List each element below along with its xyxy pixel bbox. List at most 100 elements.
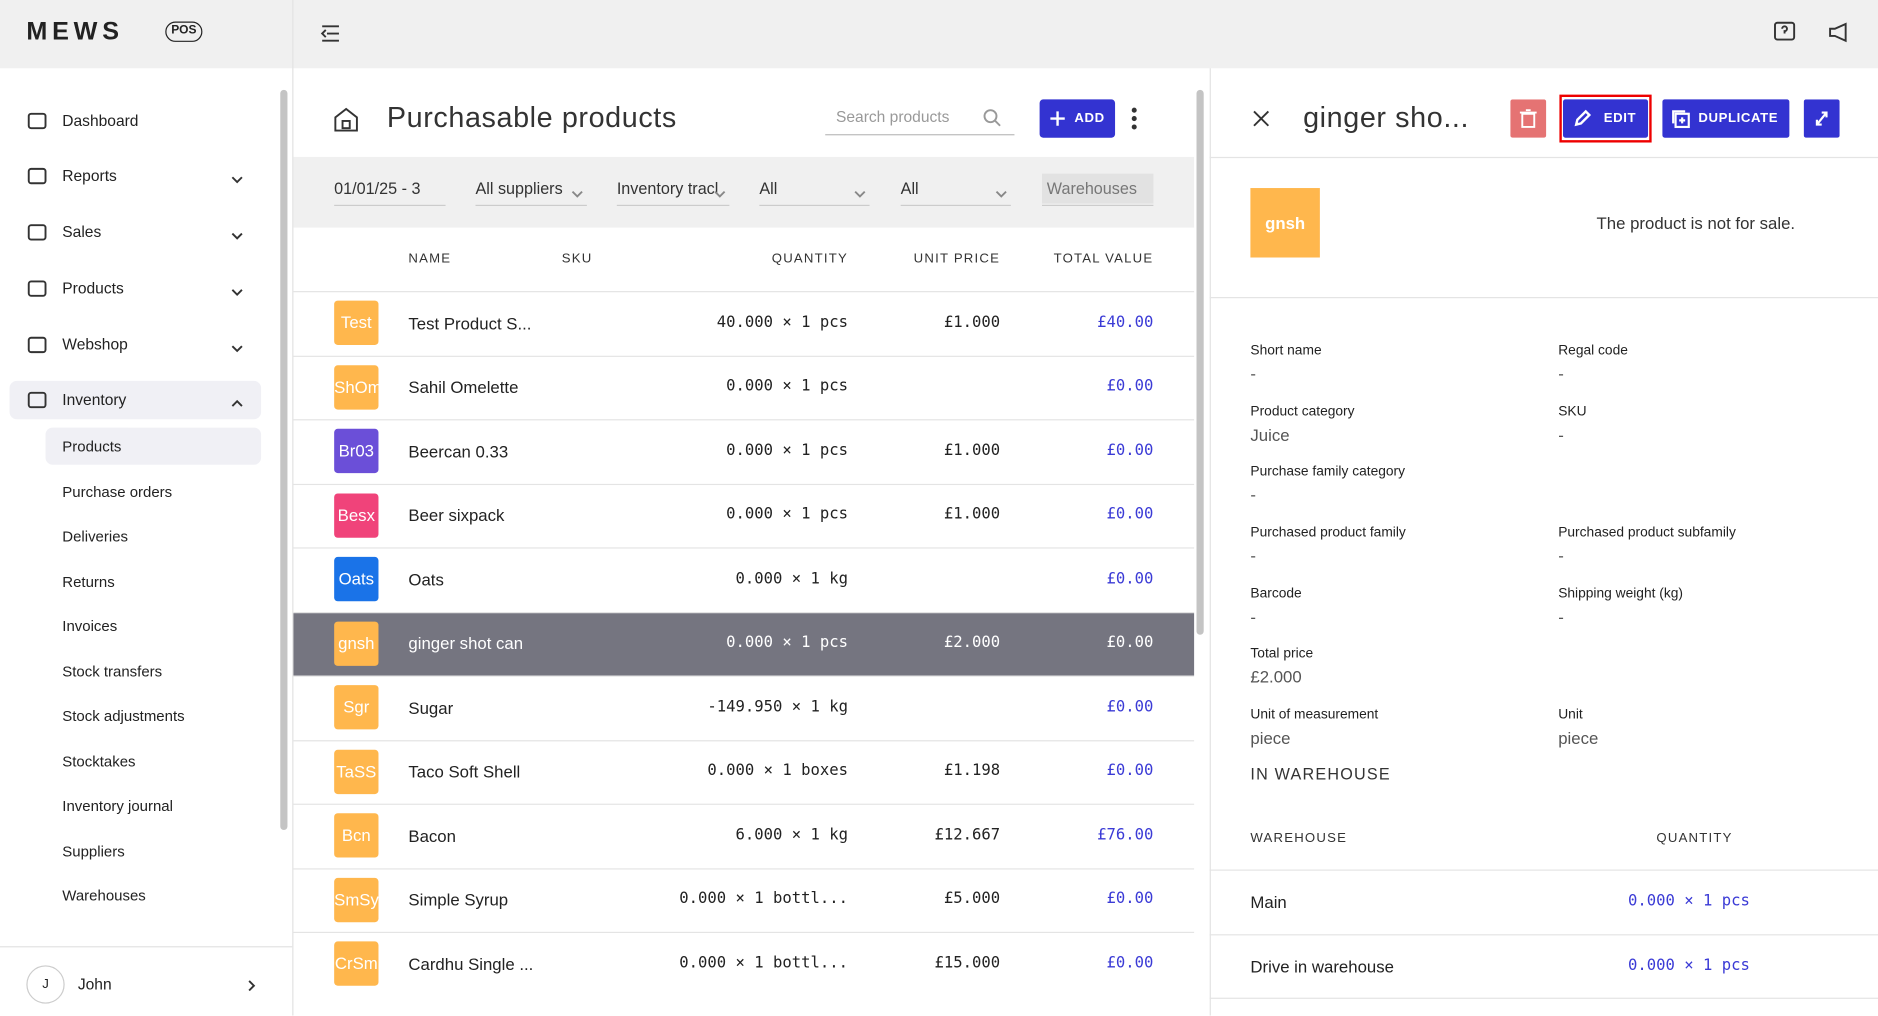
warehouse-col: QUANTITY [1656, 831, 1733, 846]
help-icon[interactable] [1773, 20, 1797, 44]
column-header: QUANTITY [771, 251, 848, 266]
filter[interactable]: Warehouses [1046, 179, 1137, 198]
product-unit-price: £1.000 [943, 441, 1001, 460]
product-quantity: 0.000 × 1 pcs [726, 441, 848, 460]
icon-svg [27, 391, 47, 409]
submenu-item[interactable]: Returns [62, 573, 115, 590]
nav-chevron [230, 283, 244, 296]
announce-icon[interactable] [1826, 20, 1852, 44]
duplicate-button[interactable]: DUPLICATE [1662, 99, 1790, 138]
icon-svg [248, 980, 256, 992]
filter-underline [616, 204, 730, 207]
detail-header-border [1209, 156, 1878, 159]
icon-svg [231, 345, 243, 353]
product-name: Beercan 0.33 [408, 441, 509, 461]
submenu-item[interactable]: Warehouses [62, 887, 146, 905]
product-name: Beer sixpack [408, 505, 505, 525]
submenu-item[interactable]: Inventory journal [62, 797, 173, 815]
product-quantity: 0.000 × 1 pcs [726, 377, 848, 396]
icon-svg [995, 190, 1007, 198]
field-label: Shipping weight (kg) [1558, 586, 1684, 602]
field-value: - [1558, 364, 1564, 384]
search-icon [982, 108, 1001, 127]
row-selected-bg [293, 612, 1195, 676]
nav-item-active-bg [9, 380, 262, 420]
product-quantity: 0.000 × 1 kg [735, 569, 848, 588]
product-total: £0.00 [1106, 633, 1154, 652]
expand-button[interactable] [1803, 99, 1840, 138]
product-name: Oats [408, 569, 444, 589]
product-name: Simple Syrup [408, 889, 509, 910]
field-label: Short name [1250, 343, 1322, 359]
field-value: - [1558, 546, 1564, 566]
edit-highlight [1559, 94, 1652, 143]
delete-button[interactable] [1510, 99, 1547, 138]
icon-svg [1253, 110, 1270, 127]
submenu-item[interactable]: Purchase orders [62, 483, 173, 501]
nav-item[interactable]: Inventory [62, 390, 127, 409]
product-total: £0.00 [1106, 505, 1154, 524]
field-value: - [1250, 546, 1256, 566]
submenu-item[interactable]: Stocktakes [62, 752, 136, 770]
menu-toggle[interactable] [320, 23, 342, 45]
product-name: Bacon [408, 825, 456, 845]
field-value: piece [1558, 728, 1599, 748]
filter[interactable]: All [759, 179, 778, 198]
logo-badge: POS [165, 21, 203, 42]
submenu-item[interactable]: Suppliers [62, 842, 125, 860]
icon-svg [231, 176, 243, 184]
product-unit-price: £5.000 [943, 889, 1001, 908]
field-label: Product category [1250, 404, 1355, 420]
row-border [293, 867, 1195, 869]
nav-chevron [230, 170, 244, 184]
icon-svg [1510, 99, 1547, 138]
product-name: Test Product S... [408, 313, 532, 333]
submenu-item[interactable]: Deliveries [62, 528, 129, 545]
nav-icon [26, 110, 48, 132]
close-detail[interactable] [1252, 109, 1271, 128]
submenu-active-bg [45, 427, 262, 465]
row-border [293, 739, 1195, 741]
icon-svg [320, 25, 339, 42]
search-input[interactable]: Search products [835, 107, 950, 126]
icon-svg [1574, 109, 1592, 127]
icon-svg [231, 399, 243, 407]
product-name: Sugar [408, 697, 454, 717]
add-button[interactable]: ADD [1039, 99, 1116, 138]
field-label: Purchase family category [1250, 464, 1406, 480]
row-border [293, 611, 1195, 613]
top-bar [0, 0, 1878, 69]
submenu-item[interactable]: Stock adjustments [62, 707, 185, 725]
nav-item[interactable]: Sales [62, 222, 102, 241]
row-border [293, 419, 1195, 421]
more-menu[interactable] [1126, 107, 1143, 131]
filter[interactable]: All suppliers [475, 179, 563, 198]
product-quantity: 0.000 × 1 bottl... [679, 889, 848, 908]
icon-svg [231, 289, 243, 296]
user-name[interactable]: John [77, 974, 112, 993]
row-border [293, 931, 1195, 934]
icon-svg [1803, 99, 1840, 138]
nav-item[interactable]: Reports [62, 166, 117, 185]
sale-note: The product is not for sale. [1596, 213, 1796, 233]
filter[interactable]: Inventory tracl [616, 179, 719, 198]
submenu-item[interactable]: Products [62, 438, 122, 456]
nav-item[interactable]: Products [62, 279, 124, 298]
row-border [293, 675, 1195, 677]
filter[interactable]: All [900, 179, 919, 198]
icon-svg [714, 190, 726, 198]
nav-icon [26, 222, 48, 244]
detail-info-border [1209, 297, 1878, 299]
list-scroll-thumb [1196, 89, 1204, 635]
submenu-item[interactable]: Invoices [62, 618, 118, 635]
column-header: UNIT PRICE [913, 251, 1001, 266]
nav-item[interactable]: Webshop [62, 335, 128, 354]
filter-underline [334, 204, 446, 207]
submenu-item[interactable]: Stock transfers [62, 662, 163, 680]
warehouse-border [1209, 933, 1878, 935]
nav-item[interactable]: Dashboard [62, 111, 139, 130]
filter[interactable]: 01/01/25 - 3 [334, 179, 421, 198]
filter-chevron [995, 183, 1007, 198]
row-border [293, 355, 1195, 357]
icon-svg [27, 167, 47, 185]
